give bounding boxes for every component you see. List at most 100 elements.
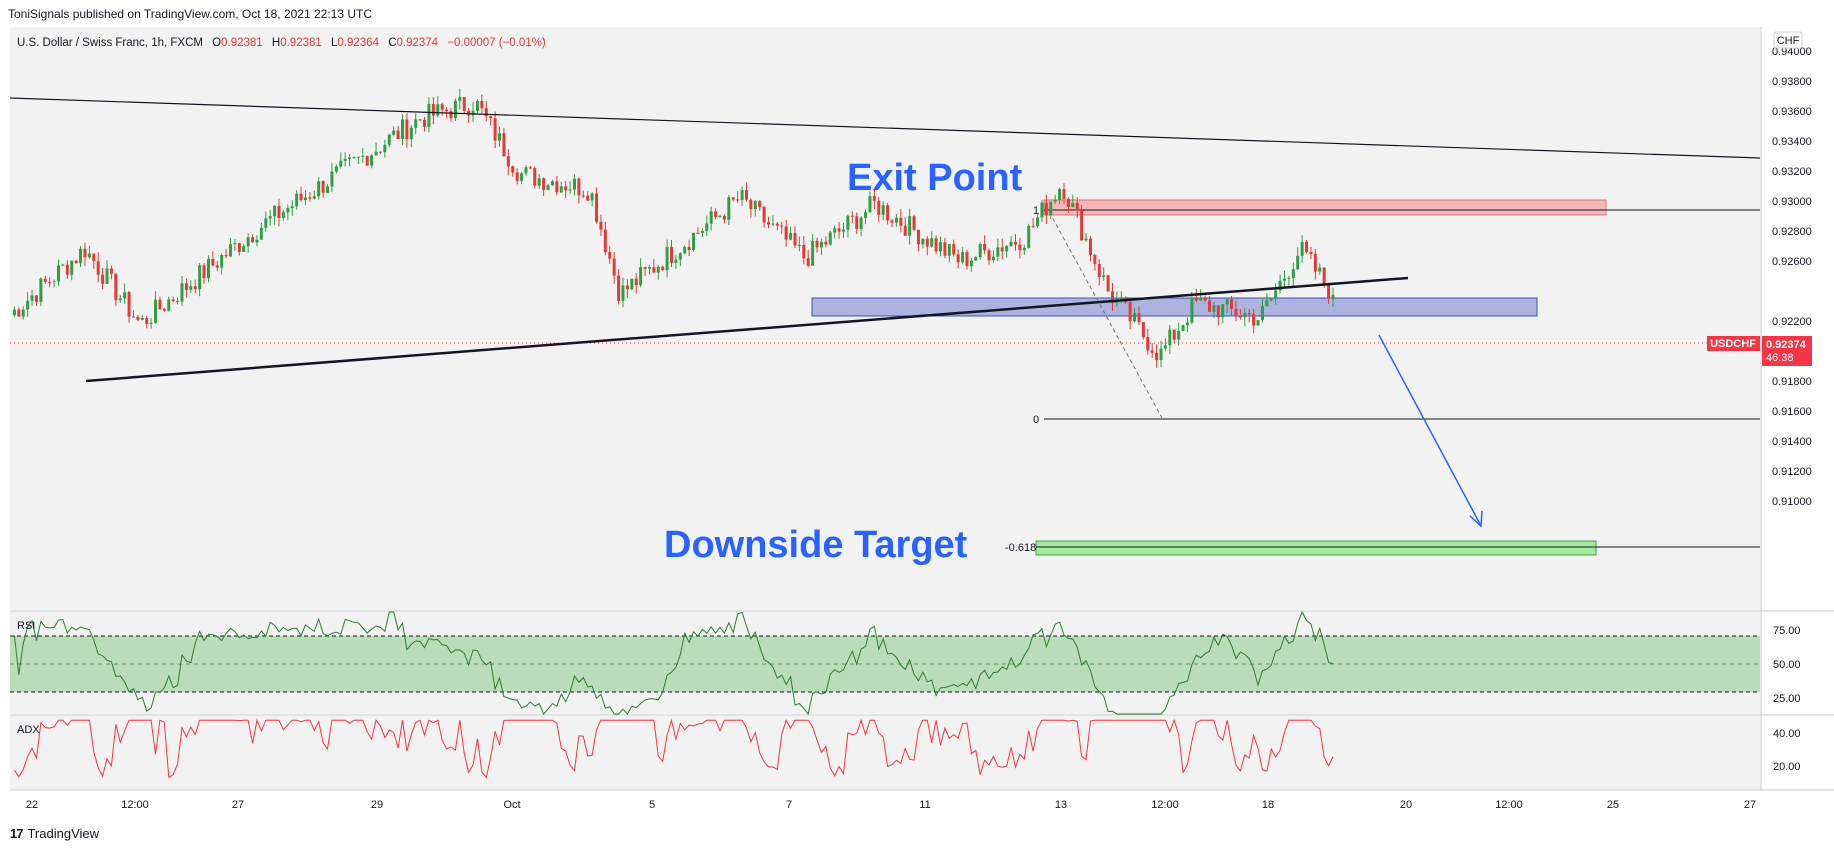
candle-body: [48, 281, 52, 283]
candle-body: [427, 104, 431, 127]
candle-body: [1106, 275, 1110, 292]
downside-target-label[interactable]: Downside Target: [664, 524, 968, 566]
downside-arrow[interactable]: [1378, 334, 1481, 525]
candle-body: [802, 244, 806, 259]
time-axis[interactable]: 22 12:00 27 29 Oct 5 7 11 13 12:00 18 20 12:00 25 27: [26, 799, 1756, 811]
price-tick-label: 0.92600: [1772, 256, 1812, 268]
candle-body: [229, 244, 232, 257]
target-zone[interactable]: [1035, 540, 1597, 556]
candle-body: [718, 215, 722, 217]
candle-body: [339, 160, 343, 167]
fib-retracement-diagonal[interactable]: [1045, 205, 1163, 419]
descending-trendline[interactable]: [9, 97, 1761, 159]
candlestick-chart[interactable]: U.S. Dollar / Swiss Franc, 1h, FXCM O0.9…: [0, 26, 1834, 821]
candle-body: [528, 167, 532, 169]
candle-body: [1044, 202, 1048, 216]
price-axis[interactable]: 0.94000 0.93800 0.93600 0.93400 0.93200 0.930…: [1772, 46, 1812, 508]
footer-brand[interactable]: 17 TradingView: [10, 826, 99, 841]
candle-body: [758, 200, 762, 207]
candle-body: [1009, 241, 1013, 247]
candle-body: [136, 317, 140, 320]
candle-body: [273, 205, 277, 217]
candle-body: [912, 216, 916, 230]
candle-body: [1203, 297, 1207, 301]
candle-body: [652, 267, 656, 273]
candle-body: [833, 228, 837, 233]
candle-body: [281, 212, 285, 219]
candle-body: [943, 242, 947, 256]
candle-body: [1133, 313, 1137, 322]
candle-body: [1238, 316, 1242, 318]
price-tick-label: 0.91000: [1772, 496, 1812, 508]
chart-area[interactable]: U.S. Dollar / Swiss Franc, 1h, FXCM O0.9…: [0, 26, 1834, 821]
candle-body: [105, 268, 109, 284]
candle-body: [1225, 299, 1229, 305]
candle-body: [744, 190, 748, 200]
candle-body: [158, 299, 162, 310]
candle-body: [595, 193, 599, 222]
candle-body: [550, 181, 554, 186]
price-tick-label: 0.91800: [1772, 376, 1812, 388]
candle-body: [740, 190, 744, 200]
candle-body: [1185, 322, 1189, 326]
candle-body: [321, 181, 325, 193]
candle-body: [224, 255, 228, 257]
adx-label[interactable]: ADX: [17, 724, 40, 736]
change-value: −0.00007 (−0.01%): [447, 37, 546, 49]
exit-point-label[interactable]: Exit Point: [847, 157, 1023, 199]
candle-body: [471, 110, 475, 116]
symbol-tag-label: USDCHF: [1710, 338, 1756, 350]
candle-body: [154, 299, 158, 323]
candle-body: [983, 244, 987, 251]
candle-body: [961, 252, 965, 263]
candle-body: [1296, 255, 1300, 270]
candle-body: [599, 221, 603, 230]
candle-body: [890, 220, 894, 223]
candle-body: [1150, 350, 1154, 353]
candle-body: [220, 255, 224, 268]
candle-body: [859, 217, 863, 229]
candle-body: [647, 267, 651, 269]
candle-body: [83, 248, 87, 258]
candle-body: [639, 267, 643, 285]
candle-body: [101, 274, 105, 284]
candle-body: [1194, 297, 1198, 301]
candle-body: [1305, 241, 1309, 253]
candle-body: [506, 156, 510, 167]
candle-body: [789, 232, 793, 240]
candle-body: [1327, 284, 1331, 299]
candle-body: [621, 285, 625, 301]
candle-body: [771, 223, 775, 225]
candle-body: [264, 218, 268, 228]
candle-body: [872, 196, 876, 201]
candle-body: [692, 232, 696, 250]
rsi-label[interactable]: RSI: [17, 620, 35, 632]
candle-body: [246, 237, 250, 247]
symbol-title[interactable]: U.S. Dollar / Swiss Franc, 1h, FXCM: [17, 37, 203, 49]
candle-body: [308, 197, 312, 199]
symbol-tag: [1707, 336, 1760, 351]
candle-body: [352, 157, 356, 159]
support-zone[interactable]: [811, 297, 1538, 317]
candle-body: [414, 119, 418, 128]
candle-body: [665, 247, 669, 271]
time-tick-label: 25: [1607, 799, 1619, 811]
candle-body: [1221, 304, 1225, 318]
candle-body: [625, 285, 629, 290]
candle-body: [493, 118, 497, 141]
candle-body: [1146, 336, 1150, 351]
resistance-zone[interactable]: [1043, 199, 1607, 216]
candle-body: [1102, 275, 1106, 277]
candle-body: [1049, 201, 1053, 216]
candle-body: [775, 223, 779, 226]
candle-body: [608, 252, 612, 259]
candle-body: [586, 195, 590, 201]
candle-body: [114, 273, 118, 301]
candle-body: [1269, 297, 1273, 301]
time-tick-label: 20: [1400, 799, 1412, 811]
low-label: L: [331, 37, 338, 49]
ascending-trendline[interactable]: [85, 276, 1409, 383]
close-label: C: [388, 37, 396, 49]
candle-body: [762, 206, 766, 223]
time-tick-label: 27: [1744, 799, 1756, 811]
